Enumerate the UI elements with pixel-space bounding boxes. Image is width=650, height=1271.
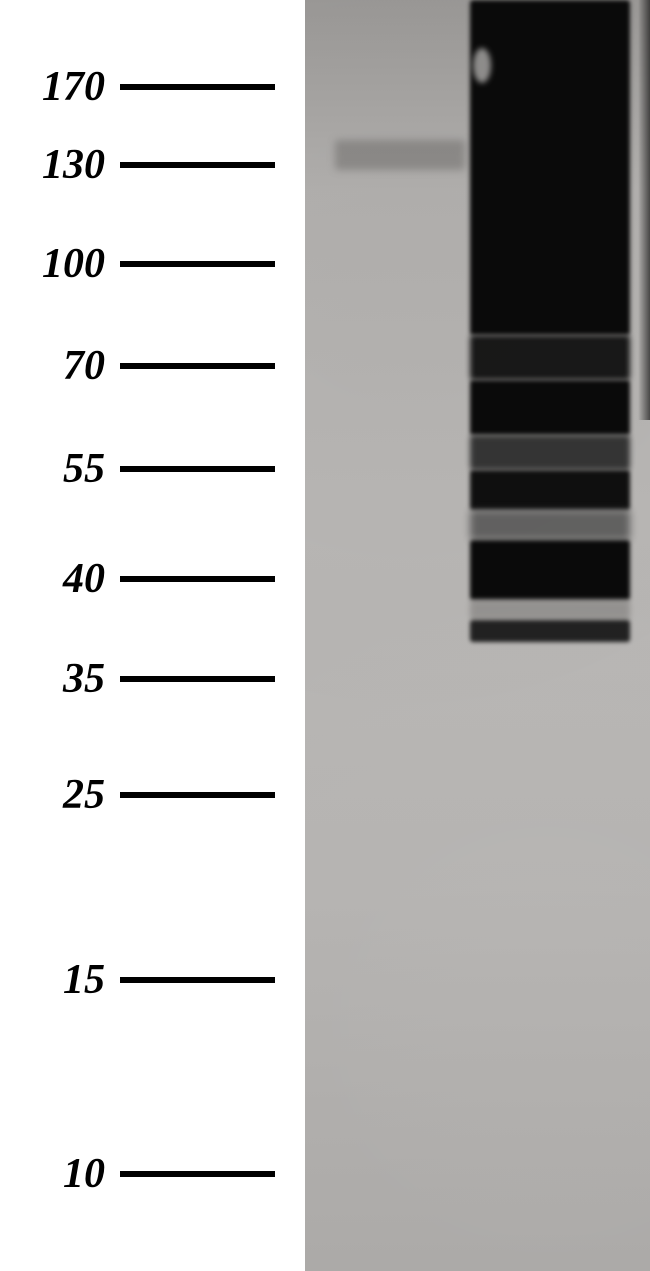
marker-row-70: 70	[0, 342, 305, 390]
marker-row-15: 15	[0, 956, 305, 1004]
marker-row-170: 170	[0, 63, 305, 111]
marker-label: 40	[0, 555, 120, 603]
marker-row-130: 130	[0, 141, 305, 189]
marker-row-25: 25	[0, 771, 305, 819]
molecular-weight-ladder: 170 130 100 70 55 40 35 25 15 10	[0, 0, 305, 1271]
lane-lane1	[335, 0, 465, 1271]
marker-row-40: 40	[0, 555, 305, 603]
band	[470, 540, 630, 600]
marker-tick	[120, 676, 275, 682]
band	[470, 435, 630, 470]
marker-label: 10	[0, 1150, 120, 1198]
marker-label: 55	[0, 445, 120, 493]
marker-row-10: 10	[0, 1150, 305, 1198]
marker-tick	[120, 261, 275, 267]
marker-label: 25	[0, 771, 120, 819]
marker-tick	[120, 1171, 275, 1177]
marker-tick	[120, 162, 275, 168]
artifact	[473, 48, 491, 83]
blot-membrane	[305, 0, 650, 1271]
membrane-edge-shadow	[638, 0, 650, 420]
band	[470, 0, 630, 335]
lane-lane2	[470, 0, 630, 1271]
marker-label: 15	[0, 956, 120, 1004]
band	[335, 140, 465, 170]
marker-row-100: 100	[0, 240, 305, 288]
band	[470, 380, 630, 435]
marker-tick	[120, 977, 275, 983]
marker-row-35: 35	[0, 655, 305, 703]
marker-label: 130	[0, 141, 120, 189]
marker-row-55: 55	[0, 445, 305, 493]
marker-tick	[120, 792, 275, 798]
blot-container: 170 130 100 70 55 40 35 25 15 10	[0, 0, 650, 1271]
marker-tick	[120, 466, 275, 472]
band	[470, 470, 630, 510]
marker-tick	[120, 576, 275, 582]
marker-label: 100	[0, 240, 120, 288]
marker-tick	[120, 84, 275, 90]
band	[470, 600, 630, 620]
band	[470, 620, 630, 642]
band	[470, 335, 630, 380]
band	[470, 510, 630, 540]
marker-label: 70	[0, 342, 120, 390]
marker-label: 170	[0, 63, 120, 111]
marker-tick	[120, 363, 275, 369]
marker-label: 35	[0, 655, 120, 703]
